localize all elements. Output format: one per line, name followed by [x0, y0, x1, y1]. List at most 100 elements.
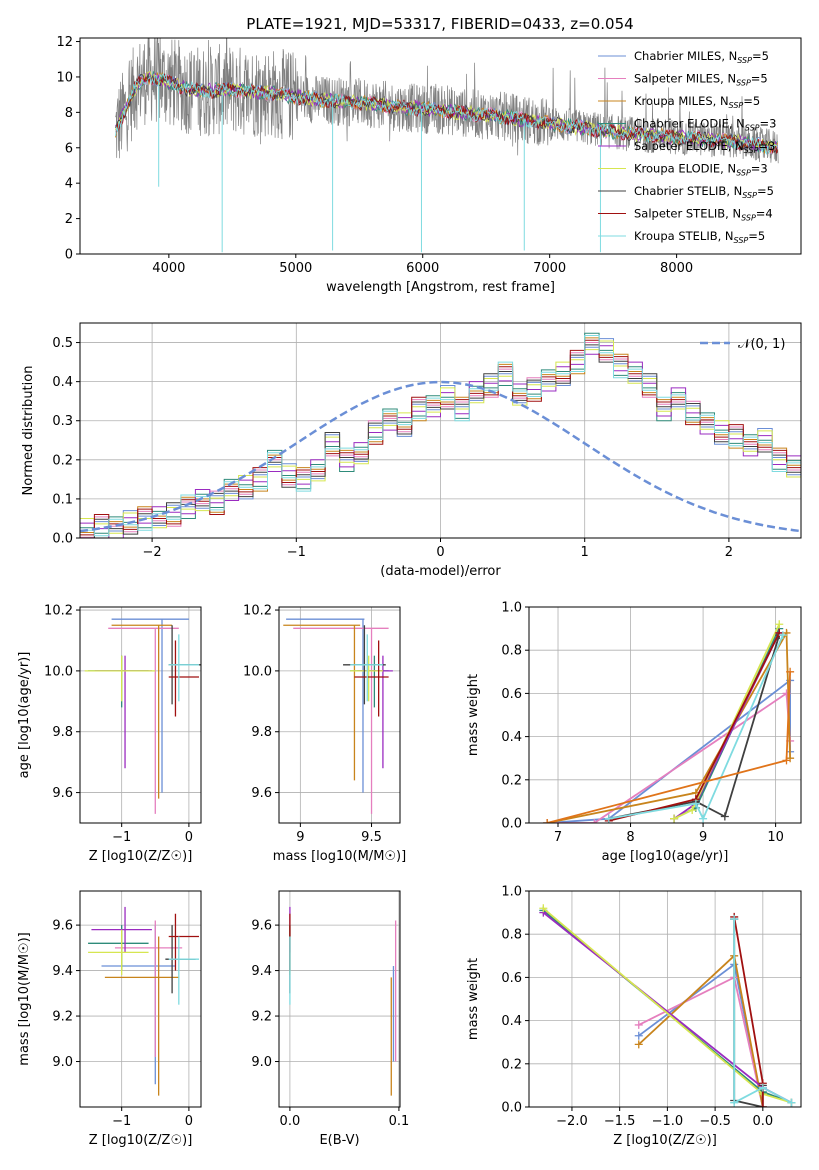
- x-tick-label: −0.5: [699, 1114, 731, 1129]
- x-tick-label: 1: [581, 545, 589, 560]
- weight-marker: [758, 1083, 767, 1092]
- y-tick-label: 9.6: [52, 919, 73, 934]
- panel-residuals: −2 −1 0 1 2 0.0 0.1 0.2 0.3 0.4 0.5 (data-model)/er…: [21, 322, 802, 579]
- x-tick-label: 0.0: [280, 1114, 301, 1129]
- legend-label: Chabrier ELODIE, NSSP=3: [634, 117, 776, 133]
- weight-marker: [699, 814, 708, 823]
- x-tick-label: −1: [287, 545, 306, 560]
- y-tick-label: 9.6: [251, 919, 272, 934]
- histogram-step-chabrier-elodie: [80, 332, 801, 534]
- y-tick-label: 0.0: [501, 1101, 522, 1116]
- weight-marker: [730, 1098, 739, 1107]
- x-tick-label: 9: [699, 830, 707, 845]
- y-tick-label: 10: [56, 70, 73, 85]
- axes-frame: [528, 606, 802, 824]
- y-tick-label: 10.0: [44, 664, 73, 679]
- panel-weight_vs_Z: −2.0 −1.5 −1.0 −0.5 0.0 0.0 0.2 0.4 0.6 0.8 1.0 Z […: [466, 885, 802, 1148]
- axes-frame: [278, 890, 401, 1108]
- axes-frame: [79, 606, 202, 824]
- panel-mass_vs_Z: −1 0 9.0 9.2 9.4 9.6 Z [log10(Z/Z☉)] mass [log1…: [17, 890, 202, 1148]
- x-tick-label: −1: [112, 1114, 131, 1129]
- normal-curve: [80, 380, 801, 533]
- x-axis-label: E(B-V): [319, 1133, 359, 1148]
- y-tick-label: 0: [65, 248, 73, 263]
- x-axis-label: Z [log10(Z/Z☉)]: [613, 1133, 717, 1148]
- histogram-step-salpeter-miles: [80, 342, 801, 538]
- x-tick-label: 2: [725, 545, 733, 560]
- x-tick-label: 8000: [660, 261, 693, 276]
- y-tick-label: 9.6: [251, 786, 272, 801]
- y-tick-label: 0.8: [501, 928, 522, 943]
- histogram-step-salpeter-elodie: [80, 345, 801, 538]
- histogram-step-kroupa-miles: [80, 337, 801, 538]
- y-tick-label: 0.2: [501, 1057, 522, 1072]
- y-tick-label: 9.8: [251, 725, 272, 740]
- y-axis-label: Normed distribution: [21, 366, 36, 496]
- histogram-step-kroupa-elodie: [80, 340, 801, 534]
- y-tick-label: 4: [65, 177, 73, 192]
- y-tick-label: 10.0: [243, 664, 272, 679]
- y-tick-label: 0.2: [501, 773, 522, 788]
- weight-line: [733, 919, 764, 1107]
- weight-marker: [634, 1031, 643, 1040]
- y-tick-label: 0.2: [52, 453, 73, 468]
- panel-spectrum: 4000 5000 6000 7000 8000 0 2 4 6 8 10 12 wavelength …: [56, 35, 802, 295]
- model-line-kroupa-elodie: [115, 70, 778, 152]
- histogram-step-salpeter-stelib: [80, 339, 801, 536]
- y-tick-label: 0.4: [501, 730, 522, 745]
- x-axis-label: Z [log10(Z/Z☉)]: [89, 849, 193, 864]
- y-tick-label: 9.2: [251, 1010, 272, 1025]
- x-tick-label: 6000: [406, 261, 439, 276]
- x-tick-label: 0.0: [752, 1114, 773, 1129]
- x-axis-label: wavelength [Angstrom, rest frame]: [326, 280, 555, 295]
- weight-line: [733, 919, 792, 1105]
- x-axis-label: (data-model)/error: [380, 564, 501, 579]
- weight-marker: [539, 904, 548, 913]
- y-tick-label: 1.0: [501, 885, 522, 900]
- y-tick-label: 9.0: [251, 1055, 272, 1070]
- weight-marker: [634, 1040, 643, 1049]
- y-tick-label: 0.4: [501, 1014, 522, 1029]
- y-tick-label: 0.3: [52, 414, 73, 429]
- y-tick-label: 9.8: [52, 725, 73, 740]
- y-tick-label: 0.5: [52, 336, 73, 351]
- plot-area: [543, 620, 795, 823]
- weight-marker: [590, 819, 599, 823]
- x-tick-label: 7: [554, 830, 562, 845]
- y-tick-label: 9.4: [251, 964, 272, 979]
- legend-label: 𝒩(0, 1): [738, 337, 785, 352]
- y-tick-label: 0.8: [501, 644, 522, 659]
- x-tick-label: −2.0: [556, 1114, 588, 1129]
- x-axis-label: Z [log10(Z/Z☉)]: [89, 1133, 193, 1148]
- panel-mass_vs_EBV: 0.0 0.1 9.0 9.2 9.4 9.6 E(B-V): [251, 890, 410, 1148]
- x-tick-label: 4000: [152, 261, 185, 276]
- weight-marker: [634, 1020, 643, 1029]
- weight-marker: [782, 756, 791, 765]
- x-tick-label: −1: [112, 830, 131, 845]
- y-tick-label: 0.6: [501, 687, 522, 702]
- x-tick-label: 9.5: [361, 830, 382, 845]
- weight-marker: [786, 667, 795, 676]
- axes-frame: [528, 890, 802, 1108]
- x-tick-label: 0: [436, 545, 444, 560]
- y-tick-label: 9.4: [52, 964, 73, 979]
- y-tick-label: 0.1: [52, 492, 73, 507]
- weight-line: [608, 634, 784, 821]
- weight-line: [608, 634, 781, 820]
- x-tick-label: −2: [143, 545, 162, 560]
- x-tick-label: 7000: [533, 261, 566, 276]
- y-tick-label: 0.0: [52, 532, 73, 547]
- weight-marker: [758, 1103, 767, 1107]
- y-axis-label: age [log10(age/yr)]: [17, 652, 32, 779]
- x-tick-label: 0: [185, 1114, 193, 1129]
- weight-line: [733, 916, 764, 1107]
- y-tick-label: 1.0: [501, 601, 522, 616]
- weight-line: [547, 678, 791, 823]
- plot-area: [84, 618, 201, 814]
- weight-line: [546, 629, 791, 823]
- legend-label: Salpeter ELODIE, NSSP=3: [634, 139, 775, 155]
- y-axis-label: mass [log10(M/M☉)]: [17, 932, 32, 1065]
- x-tick-label: 0.1: [389, 1114, 410, 1129]
- weight-marker: [778, 631, 787, 640]
- x-axis-label: mass [log10(M/M☉)]: [273, 849, 406, 864]
